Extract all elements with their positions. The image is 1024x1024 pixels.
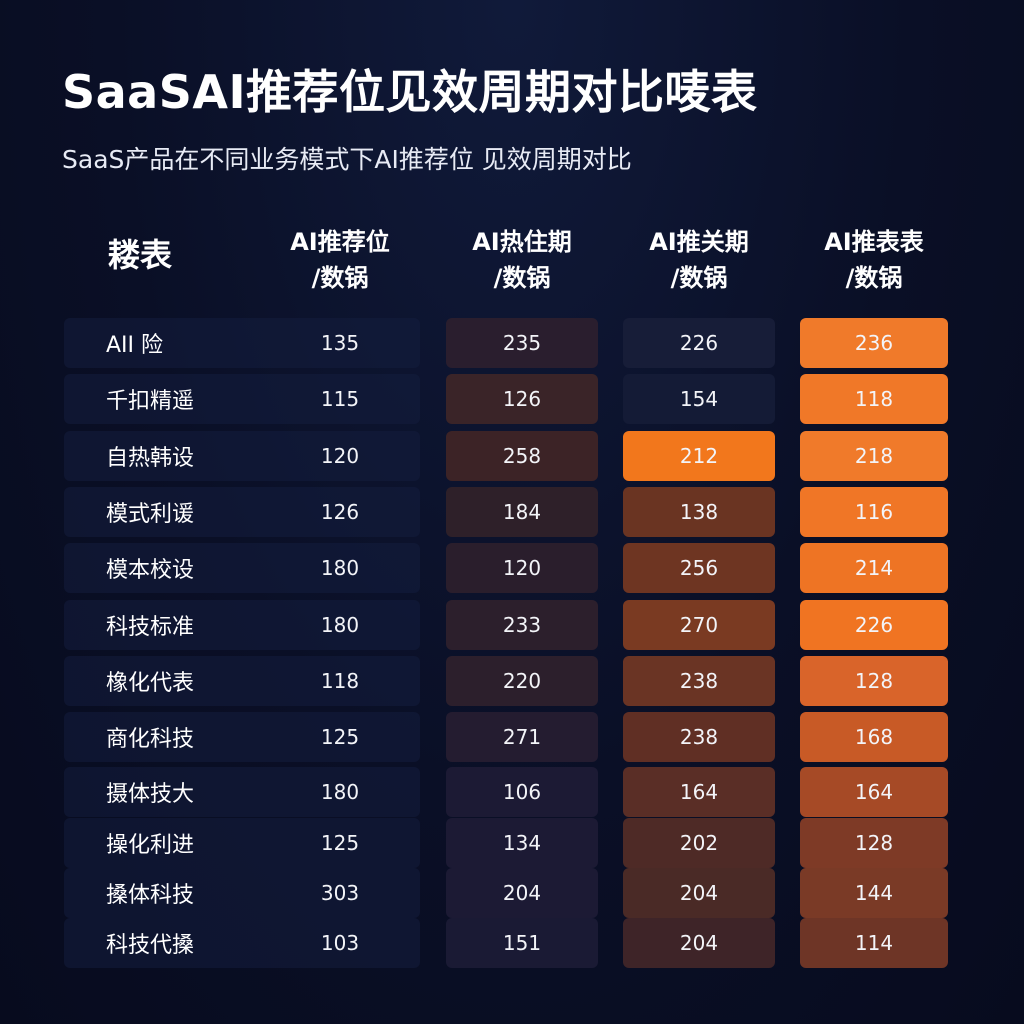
table-row <box>64 868 420 918</box>
table-cell: 204 <box>446 868 598 918</box>
table-cell: 226 <box>623 318 775 368</box>
table-cell: 126 <box>320 500 360 524</box>
column-header-4-line2: /数锅 <box>845 264 903 292</box>
table-cell: 238 <box>623 656 775 706</box>
table-cell: 256 <box>623 543 775 593</box>
column-header-2: AI热住期 /数锅 <box>432 224 612 296</box>
column-header-2-line2: /数锅 <box>493 264 551 292</box>
table-cell: 125 <box>320 831 360 855</box>
table-row <box>64 543 420 593</box>
column-header-1-line1: AI推荐位 <box>290 228 390 256</box>
column-header-4-line1: AI推表表 <box>824 228 924 256</box>
table-cell: 144 <box>800 868 948 918</box>
table-cell: 116 <box>800 487 948 537</box>
table-row <box>64 431 420 481</box>
column-header-3-line2: /数锅 <box>670 264 728 292</box>
column-header-4: AI推表表 /数锅 <box>784 224 964 296</box>
table-cell: 138 <box>623 487 775 537</box>
row-label: 科技标准 <box>106 615 195 640</box>
table-cell: 151 <box>446 918 598 968</box>
table-cell: 235 <box>446 318 598 368</box>
table-row <box>64 712 420 762</box>
chart-title: SaaSAI推荐位见效周期对比唛表 <box>62 65 758 119</box>
table-cell: 202 <box>623 818 775 868</box>
row-label: 自热韩设 <box>106 446 195 471</box>
table-cell: 236 <box>800 318 948 368</box>
table-cell: 184 <box>446 487 598 537</box>
table-cell: 120 <box>320 444 360 468</box>
table-cell: 218 <box>800 431 948 481</box>
table-row <box>64 818 420 868</box>
table-cell: 114 <box>800 918 948 968</box>
table-cell: 168 <box>800 712 948 762</box>
table-cell: 204 <box>623 868 775 918</box>
table-cell: 226 <box>800 600 948 650</box>
row-label: 模式利谖 <box>106 502 195 527</box>
column-header-1: AI推荐位 /数锅 <box>250 224 430 296</box>
table-row <box>64 318 420 368</box>
table-cell: 180 <box>320 613 360 637</box>
corner-header: 耧表 <box>108 236 173 274</box>
table-cell: 115 <box>320 387 360 411</box>
table-cell: 220 <box>446 656 598 706</box>
table-row <box>64 767 420 817</box>
table-cell: 125 <box>320 725 360 749</box>
row-label: 商化科技 <box>106 727 195 752</box>
table-cell: 180 <box>320 780 360 804</box>
table-cell: 118 <box>800 374 948 424</box>
table-cell: 128 <box>800 656 948 706</box>
table-cell: 164 <box>800 767 948 817</box>
row-label: 摄体技大 <box>106 782 195 807</box>
column-header-2-line1: AI热住期 <box>472 228 572 256</box>
column-header-3-line1: AI推关期 <box>649 228 749 256</box>
table-row <box>64 374 420 424</box>
table-cell: 126 <box>446 374 598 424</box>
table-cell: 154 <box>623 374 775 424</box>
table-cell: 118 <box>320 669 360 693</box>
table-cell: 120 <box>446 543 598 593</box>
table-row <box>64 918 420 968</box>
row-label: AII 险 <box>106 333 164 358</box>
row-label: 橡化代表 <box>106 671 195 696</box>
row-label: 操化利进 <box>106 833 195 858</box>
table-cell: 258 <box>446 431 598 481</box>
row-label: 科技代搡 <box>106 933 195 958</box>
chart-subtitle: SaaS产品在不同业务模式下AI推荐位 见效周期对比 <box>62 145 632 174</box>
table-row <box>64 656 420 706</box>
table-cell: 134 <box>446 818 598 868</box>
row-label: 模本校设 <box>106 558 195 583</box>
table-cell: 233 <box>446 600 598 650</box>
table-row <box>64 487 420 537</box>
column-header-1-line2: /数锅 <box>311 264 369 292</box>
row-label: 搡体科技 <box>106 883 195 908</box>
table-cell: 204 <box>623 918 775 968</box>
table-cell: 128 <box>800 818 948 868</box>
table-cell: 303 <box>320 881 360 905</box>
table-cell: 135 <box>320 331 360 355</box>
table-cell: 103 <box>320 931 360 955</box>
table-cell: 106 <box>446 767 598 817</box>
row-label: 千扣精遥 <box>106 389 195 414</box>
table-cell: 214 <box>800 543 948 593</box>
table-cell: 238 <box>623 712 775 762</box>
table-cell: 270 <box>623 600 775 650</box>
table-cell: 180 <box>320 556 360 580</box>
table-cell: 164 <box>623 767 775 817</box>
table-row <box>64 600 420 650</box>
table-cell: 271 <box>446 712 598 762</box>
column-header-3: AI推关期 /数锅 <box>609 224 789 296</box>
table-cell: 212 <box>623 431 775 481</box>
